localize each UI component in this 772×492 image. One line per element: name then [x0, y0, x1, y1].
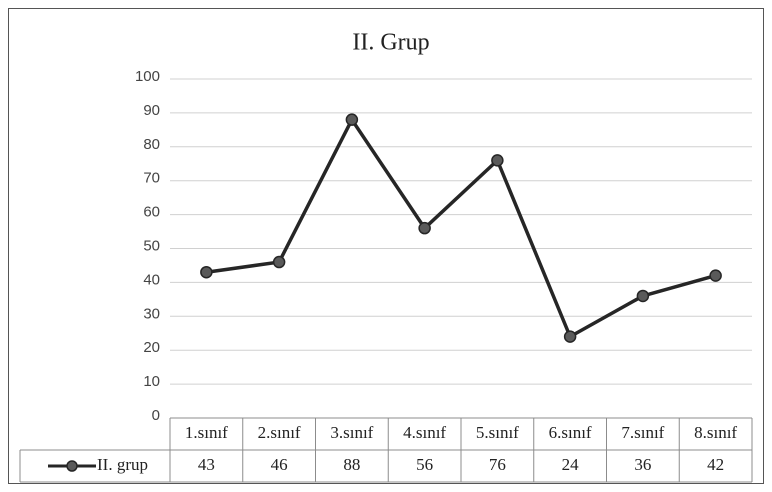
x-tick-label: 6.sınıf: [549, 423, 592, 442]
y-tick-label: 60: [143, 204, 160, 221]
y-tick-label: 80: [143, 136, 160, 153]
y-tick-label: 0: [152, 407, 160, 424]
table-value: 56: [416, 455, 433, 474]
y-tick-label: 50: [143, 237, 160, 254]
series-line: [206, 117, 717, 339]
y-tick-label: 40: [143, 271, 160, 288]
table-value: 24: [562, 455, 580, 474]
table-value: 46: [271, 455, 288, 474]
data-point: [345, 113, 359, 126]
table-value: 76: [489, 455, 506, 474]
y-tick-label: 90: [143, 102, 160, 119]
chart-border: [8, 8, 764, 484]
table-value: 43: [198, 455, 215, 474]
data-point: [636, 289, 650, 303]
legend-key-marker: [66, 460, 78, 472]
y-tick-label: 10: [143, 373, 160, 390]
table-value: 42: [707, 455, 724, 474]
data-point: [272, 255, 286, 269]
x-tick-label: 7.sınıf: [621, 423, 664, 442]
x-tick-label: 1.sınıf: [185, 423, 228, 442]
x-tick-label: 3.sınıf: [330, 423, 373, 442]
y-tick-label: 70: [143, 170, 160, 187]
x-tick-label: 2.sınıf: [258, 423, 301, 442]
y-tick-label: 20: [143, 339, 160, 356]
data-point: [200, 265, 213, 279]
x-tick-label: 4.sınıf: [403, 423, 446, 442]
data-point: [491, 154, 504, 167]
table-value: 88: [343, 455, 360, 474]
y-tick-label: 100: [135, 68, 160, 85]
y-tick-label: 30: [143, 305, 160, 322]
table-value: 36: [634, 455, 651, 474]
x-tick-label: 5.sınıf: [476, 423, 519, 442]
data-point: [563, 330, 577, 343]
legend-label: II. grup: [97, 455, 148, 474]
data-point: [709, 269, 722, 282]
data-point: [418, 221, 431, 235]
x-tick-label: 8.sınıf: [694, 423, 737, 442]
chart-title: II. Grup: [352, 30, 429, 56]
